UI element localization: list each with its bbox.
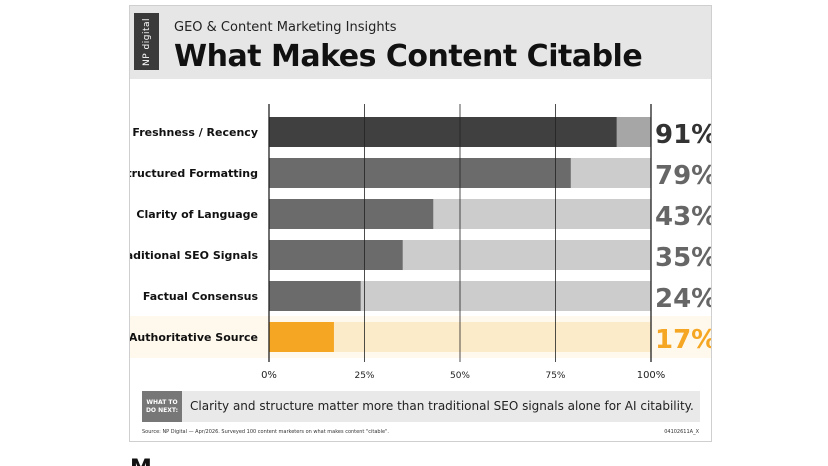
value-label: 17% [655, 325, 712, 355]
source-note: Source: NP Digital — Apr/2026. Surveyed … [142, 429, 389, 435]
brand-logo: NP digital [134, 13, 159, 70]
category-label: Authoritative Source [130, 331, 258, 344]
chart-title: What Makes Content Citable [174, 39, 643, 74]
value-label: 43% [655, 202, 712, 232]
value-label: 24% [655, 284, 712, 314]
cropped-next-page-glyph: M [130, 458, 160, 466]
category-label: Freshness / Recency [132, 126, 258, 139]
chart-code: 04102611A_X [664, 429, 699, 435]
value-label: 79% [655, 161, 712, 191]
x-tick-label: 0% [261, 370, 277, 381]
category-label: Structured Formatting [130, 167, 258, 180]
what-to-do-next-label: WHAT TO DO NEXT: [142, 391, 182, 422]
category-label: Clarity of Language [136, 208, 258, 221]
bar-chart: 0% 25% 50% 75% 100% Freshness / Recency 91% Str… [130, 104, 712, 381]
infographic-card: NP digital GEO & Content Marketing Insig… [129, 5, 712, 442]
bar [269, 158, 571, 188]
category-label: Traditional SEO Signals [130, 249, 258, 262]
value-label: 35% [655, 243, 712, 273]
bar [269, 240, 403, 270]
subtitle: GEO & Content Marketing Insights [174, 20, 397, 35]
bar [269, 117, 617, 147]
header: NP digital GEO & Content Marketing Insig… [130, 6, 711, 79]
x-tick-label: 50% [450, 371, 470, 381]
x-tick-label: 25% [354, 371, 374, 381]
value-label: 91% [655, 120, 712, 150]
bar [269, 199, 434, 229]
what-to-do-next-text: Clarity and structure matter more than t… [190, 399, 694, 413]
bar [269, 322, 334, 352]
what-to-do-next-banner: WHAT TO DO NEXT: Clarity and structure m… [142, 391, 700, 422]
x-tick-label: 75% [545, 371, 565, 381]
x-tick-label: 100% [637, 370, 666, 381]
bar [269, 281, 361, 311]
category-label: Factual Consensus [143, 290, 259, 303]
